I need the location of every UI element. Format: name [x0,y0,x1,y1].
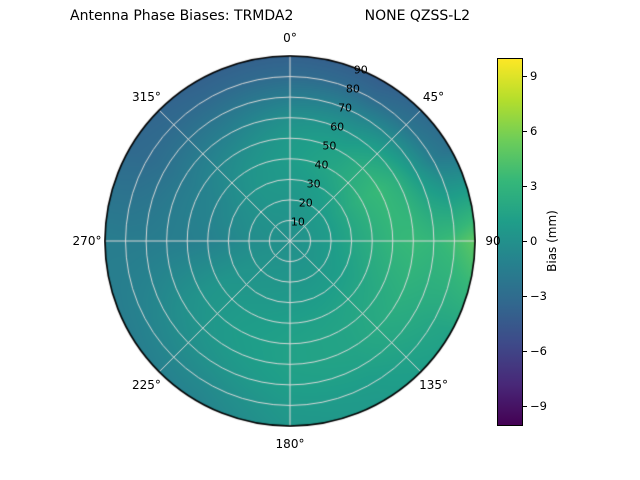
colorbar-tick-label: 9 [530,69,538,84]
colorbar-tick-label: 3 [530,179,538,194]
radial-tick-label: 10 [290,215,305,229]
radial-tick-label: 70 [338,101,353,115]
colorbar-tick-mark [523,350,527,352]
colorbar-tick-mark [523,295,527,297]
colorbar-tick-label: 6 [530,124,538,139]
colorbar-tick-label: −6 [530,343,547,358]
angular-tick-label: 225° [132,377,161,392]
angular-tick-label: 270° [72,234,102,248]
radial-tick-label: 80 [345,82,360,96]
angular-tick-label: 0° [283,31,297,45]
colorbar-tick-mark [523,405,527,407]
colorbar-tick-mark [523,76,527,78]
colorbar-tick-label: 0 [530,234,538,248]
radial-tick-label: 60 [330,120,345,134]
radial-tick-label: 30 [306,177,321,191]
angular-tick-label: 315° [132,90,161,105]
colorbar-tick-label: −3 [530,288,547,303]
colorbar-axis-label: Bias (mm) [545,210,559,272]
chart-title: Antenna Phase Biases: TRMDA2 NONE QZSS-L… [70,8,471,24]
colorbar-tick-mark [523,131,527,133]
colorbar-tick-mark [523,241,527,242]
polar-plot: 10 20 30 40 50 60 70 80 90 [104,55,476,427]
polar-heatmap-canvas [104,55,476,427]
angular-tick-label: 90 [485,234,501,248]
radial-tick-label: 90 [353,63,368,77]
colorbar-tick-mark [523,186,527,188]
radial-tick-label: 50 [322,139,337,153]
radial-tick-label: 40 [314,158,329,172]
angular-tick-label: 180° [275,437,305,451]
colorbar [497,58,523,426]
radial-tick-label: 20 [298,196,313,210]
angular-tick-label: 135° [419,377,448,392]
angular-tick-label: 45° [422,90,445,105]
colorbar-tick-label: −9 [530,398,547,413]
